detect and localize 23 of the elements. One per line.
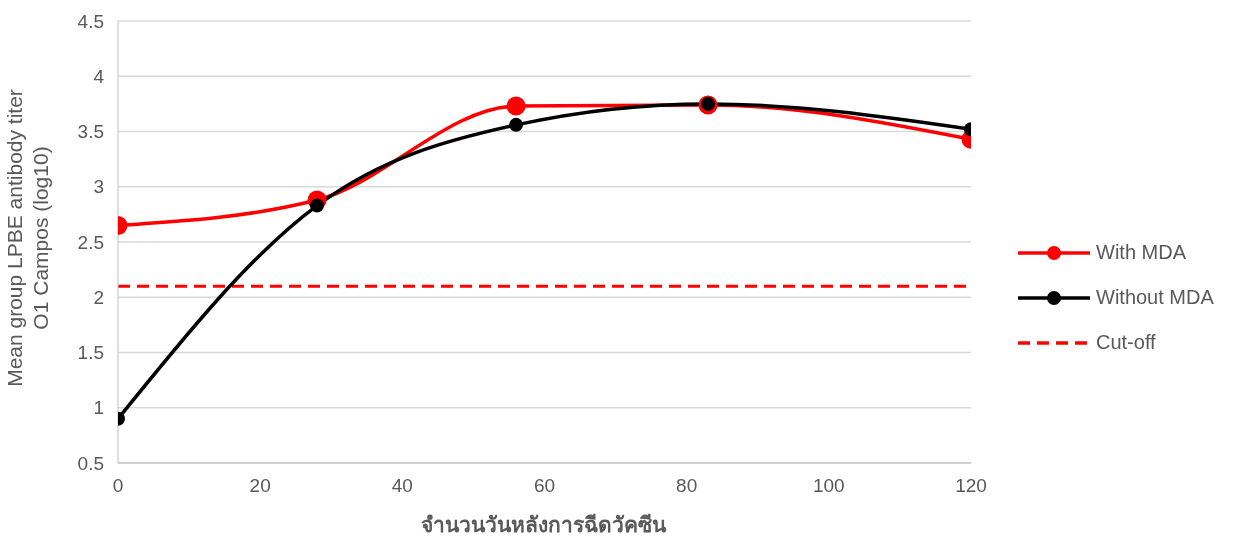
y-tick-label: 2 [93, 286, 104, 308]
y-tick-label: 1.5 [77, 342, 104, 364]
legend-label: With MDA [1096, 241, 1186, 264]
point [509, 117, 524, 132]
legend-label: Without MDA [1096, 286, 1214, 309]
x-tick-label: 0 [112, 475, 124, 497]
x-tick-label: 40 [391, 475, 413, 497]
x-tick-label: 20 [249, 475, 271, 497]
point [506, 96, 526, 116]
y-tick-label: 0.5 [77, 452, 104, 474]
x-tick-label: 80 [676, 475, 698, 497]
y-tick-label: 3 [93, 176, 104, 198]
x-axis-title: จำนวนวันหลังการฉีดวัคซีน [419, 512, 667, 538]
y-axis-title: Mean group LPBE antibody titer O1 Campos (log10) [2, 89, 53, 387]
y-tick-label: 4 [93, 66, 105, 87]
legend-label: Cut-off [1096, 331, 1156, 354]
y-tick-label: 2.5 [77, 231, 104, 253]
y-tick-label: 3.5 [77, 121, 104, 143]
y-tick-label: 1 [93, 397, 104, 419]
x-tick-label: 120 [955, 475, 987, 497]
y-tick-label: 4.5 [77, 10, 104, 32]
x-tick-label: 60 [533, 475, 556, 497]
x-tick-label: 100 [812, 475, 845, 497]
